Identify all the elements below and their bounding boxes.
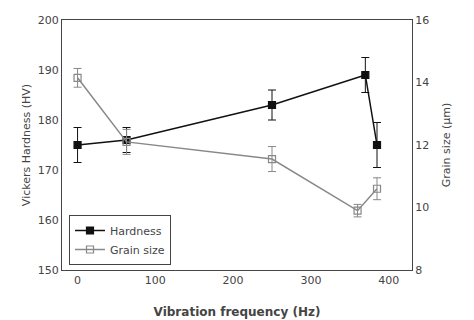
svg-text:Grain size (μm): Grain size (μm)	[440, 103, 453, 187]
svg-text:8: 8	[415, 264, 422, 277]
svg-text:170: 170	[38, 164, 59, 177]
svg-text:200: 200	[223, 274, 244, 287]
svg-text:100: 100	[145, 274, 166, 287]
svg-text:150: 150	[38, 264, 59, 277]
svg-text:180: 180	[38, 114, 59, 127]
svg-text:300: 300	[300, 274, 321, 287]
svg-text:Vibration frequency (Hz): Vibration frequency (Hz)	[154, 305, 321, 319]
svg-text:Hardness: Hardness	[110, 225, 162, 238]
svg-text:16: 16	[415, 14, 429, 27]
svg-text:Vickers Hardness (HV): Vickers Hardness (HV)	[20, 84, 33, 206]
svg-text:160: 160	[38, 214, 59, 227]
svg-text:Grain size: Grain size	[110, 244, 165, 257]
svg-text:190: 190	[38, 64, 59, 77]
svg-text:0: 0	[74, 274, 81, 287]
svg-text:10: 10	[415, 201, 429, 214]
svg-text:12: 12	[415, 139, 429, 152]
svg-text:14: 14	[415, 76, 429, 89]
svg-text:400: 400	[378, 274, 399, 287]
svg-text:200: 200	[38, 14, 59, 27]
